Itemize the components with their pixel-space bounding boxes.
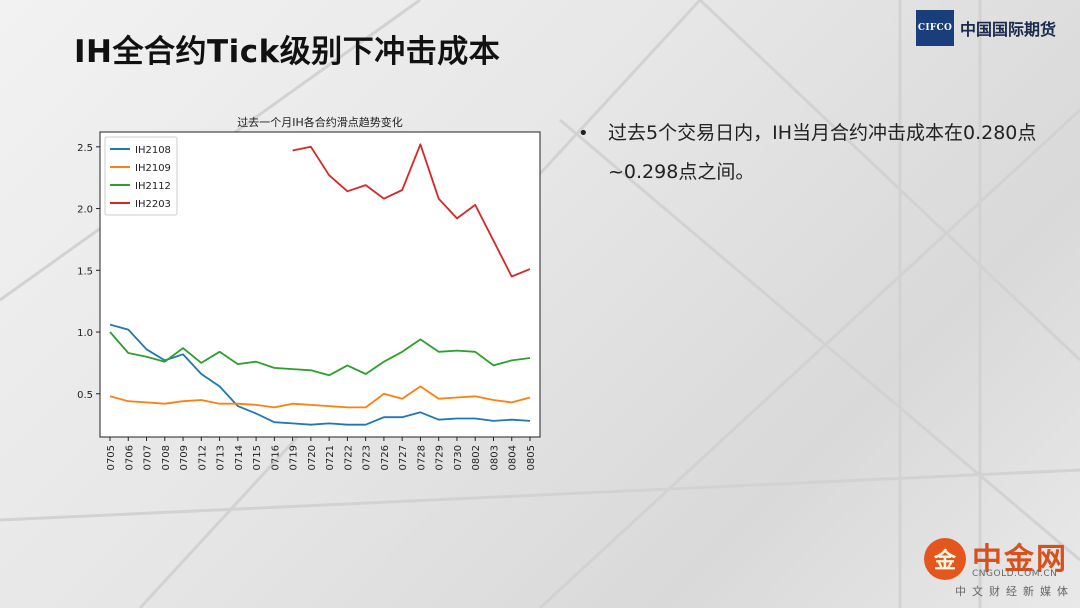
x-tick-label: 0712	[197, 445, 208, 470]
x-tick-label: 0728	[416, 445, 427, 470]
watermark-logo-icon: 金	[924, 538, 966, 580]
y-tick-label: 1.0	[77, 328, 93, 339]
x-tick-label: 0719	[289, 445, 300, 470]
x-tick-label: 0723	[362, 445, 373, 470]
legend-box	[104, 136, 178, 216]
y-tick-label: 2.0	[77, 205, 93, 216]
x-tick-label: 0706	[124, 445, 135, 470]
bullet-text: 过去5个交易日内，IH当月合约冲击成本在0.280点~0.298点之间。	[608, 122, 1037, 183]
y-tick-label: 1.5	[77, 266, 93, 277]
x-tick-label: 0726	[380, 445, 391, 470]
bullet-marker: •	[578, 123, 589, 144]
logo-name: 中国国际期货	[960, 20, 1057, 39]
x-tick-label: 0716	[270, 445, 281, 470]
logo-mark: CIFCO	[916, 10, 954, 46]
legend-label-ih2112: IH2112	[135, 181, 171, 192]
series-line-ih2112	[109, 331, 531, 377]
watermark: 金 中金网 CNGOLD.COM.CN 中文财经新媒体	[924, 536, 1074, 600]
x-tick-label: 0803	[489, 445, 500, 470]
x-tick-label: 0722	[343, 445, 354, 470]
x-tick-label: 0705	[106, 445, 117, 470]
y-tick-label: 2.5	[77, 143, 93, 154]
y-tick-label: 0.5	[77, 390, 93, 401]
x-tick-label: 0805	[526, 445, 537, 470]
x-tick-label: 0713	[216, 445, 227, 470]
series-line-ih2109	[109, 385, 531, 409]
bullet-point: • 过去5个交易日内，IH当月合约冲击成本在0.280点~0.298点之间。	[578, 114, 1048, 192]
line-chart: 过去一个月IH各合约滑点趋势变化 0.5 1.0 1.5 2.0 2.5 0705 0706 0…	[70, 110, 550, 490]
x-tick-label: 0707	[143, 445, 154, 470]
series-line-ih2203	[292, 143, 531, 278]
x-tick-label: 0730	[453, 445, 464, 470]
x-tick-label: 0720	[307, 445, 318, 470]
legend-label-ih2108: IH2108	[135, 145, 171, 156]
slide-title: IH全合约Tick级别下冲击成本	[74, 34, 501, 70]
x-tick-label: 0708	[161, 445, 172, 470]
legend-label-ih2203: IH2203	[135, 199, 171, 210]
watermark-domain: CNGOLD.COM.CN	[972, 569, 1058, 579]
watermark-subtitle: 中文财经新媒体	[955, 585, 1074, 598]
watermark-name: 中金网	[972, 542, 1068, 577]
x-tick-label: 0802	[471, 445, 482, 470]
x-tick-label: 0729	[435, 445, 446, 470]
chart-svg: 过去一个月IH各合约滑点趋势变化 0.5 1.0 1.5 2.0 2.5 0705 0706 0…	[77, 115, 541, 470]
company-logo: CIFCO 中国国际期货	[916, 10, 1056, 46]
x-tick-label: 0715	[252, 445, 263, 470]
chart-title: 过去一个月IH各合约滑点趋势变化	[237, 115, 403, 129]
series-line-ih2108	[109, 323, 531, 426]
x-tick-label: 0721	[325, 445, 336, 470]
x-tick-label: 0714	[234, 445, 245, 470]
x-tick-label: 0727	[398, 445, 409, 470]
legend-label-ih2109: IH2109	[135, 163, 171, 174]
x-tick-label: 0709	[179, 445, 190, 470]
x-tick-label: 0804	[508, 445, 519, 470]
